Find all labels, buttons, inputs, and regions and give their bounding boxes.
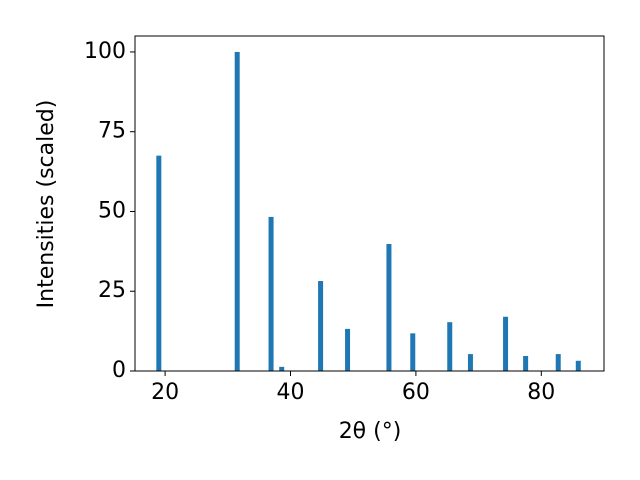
plot-frame: [134, 35, 605, 372]
x-axis-label: 2θ (°): [339, 419, 402, 444]
x-tick-label: 40: [276, 380, 304, 405]
x-tick-label: 20: [151, 380, 179, 405]
bar: [279, 366, 285, 371]
y-tick-label: 0: [112, 358, 126, 383]
y-tick-label: 100: [84, 39, 126, 64]
bar: [447, 322, 453, 371]
x-tick-label: 60: [402, 380, 430, 405]
bar: [575, 360, 581, 371]
bar: [386, 244, 392, 371]
bar: [234, 51, 240, 371]
bar: [318, 281, 324, 371]
y-tick-label: 75: [98, 119, 126, 144]
y-tick-label: 50: [98, 198, 126, 223]
x-tick-label: 80: [527, 380, 555, 405]
bar: [345, 328, 351, 371]
bar: [503, 316, 509, 371]
bar: [467, 354, 473, 371]
y-axis-label: Intensities (scaled): [34, 100, 59, 309]
y-tick-label: 25: [98, 278, 126, 303]
bar: [156, 155, 162, 371]
bar: [523, 356, 529, 371]
bar: [268, 216, 274, 371]
bar: [410, 333, 416, 371]
bar: [555, 354, 561, 371]
